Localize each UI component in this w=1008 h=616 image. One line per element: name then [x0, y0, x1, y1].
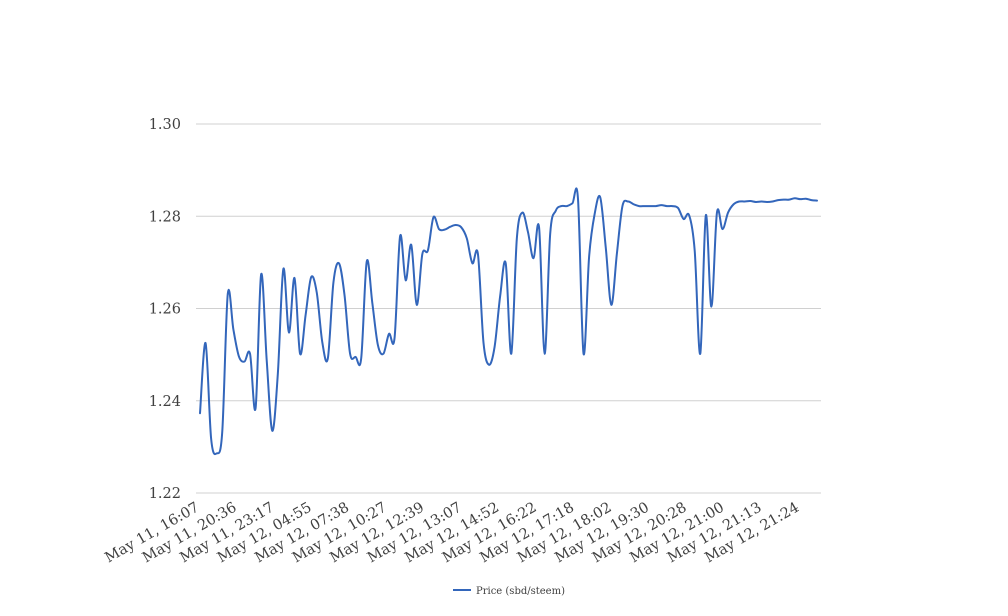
y-tick-label: 1.24 — [149, 394, 181, 410]
series-layer — [199, 187, 818, 456]
y-tick-label: 1.28 — [149, 209, 181, 225]
legend-label-price: Price (sbd/steem) — [476, 586, 565, 597]
y-tick-label: 1.22 — [149, 486, 181, 502]
y-tick-label: 1.26 — [149, 302, 181, 318]
legend: Price (sbd/steem) — [453, 586, 565, 597]
y-axis-tick-labels: 1.22 1.24 1.26 1.28 1.30 — [149, 117, 181, 502]
series-line-price — [199, 187, 818, 456]
y-tick-label: 1.30 — [149, 117, 181, 133]
